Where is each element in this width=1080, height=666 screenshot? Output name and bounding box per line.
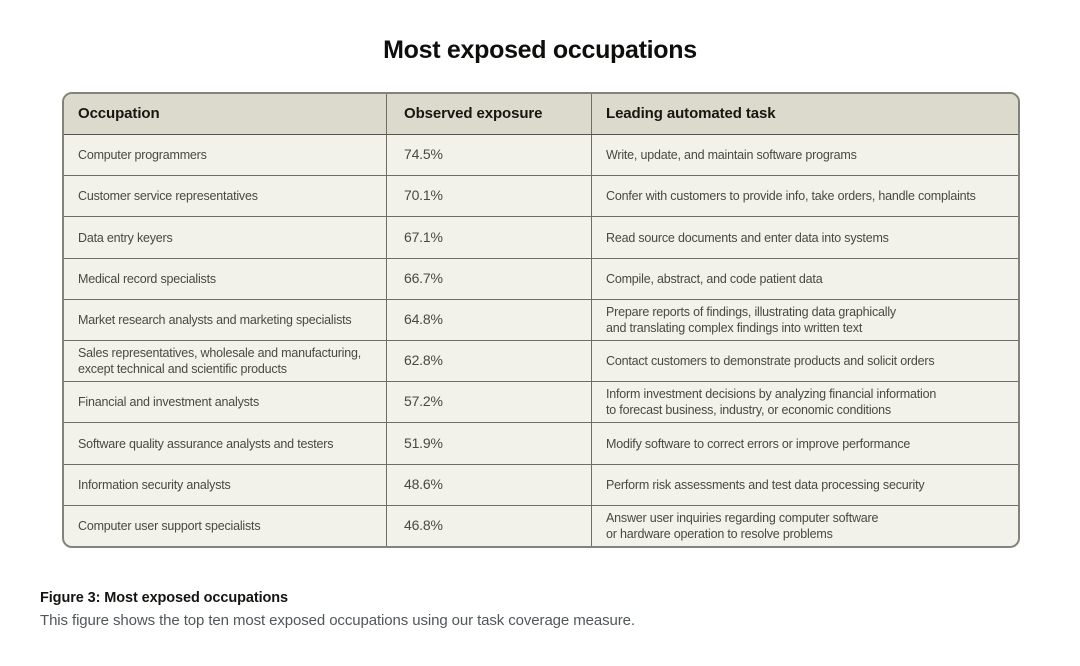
task-cell: Perform risk assessments and test data p… bbox=[606, 477, 925, 492]
table-row: Customer service representatives 70.1% C… bbox=[64, 175, 1018, 217]
exposure-cell: 64.8% bbox=[387, 299, 592, 341]
table-row: Information security analysts 48.6% Perf… bbox=[64, 463, 1018, 505]
table-row: Software quality assurance analysts and … bbox=[64, 422, 1018, 464]
task-cell: Modify software to correct errors or imp… bbox=[606, 436, 911, 451]
occupation-cell: Financial and investment analysts bbox=[64, 382, 387, 423]
figure-caption: Figure 3: Most exposed occupations This … bbox=[40, 590, 635, 629]
task-cell: Prepare reports of findings, illustratin… bbox=[606, 304, 896, 335]
occupation-cell: Computer programmers bbox=[64, 135, 387, 176]
occupation-cell: Data entry keyers bbox=[64, 217, 387, 258]
exposure-cell: 51.9% bbox=[387, 423, 592, 464]
task-cell: Confer with customers to provide info, t… bbox=[606, 189, 976, 204]
exposure-cell: 57.2% bbox=[387, 382, 592, 423]
occupation-cell: Information security analysts bbox=[64, 464, 387, 505]
table-row: Sales representatives, wholesale and man… bbox=[64, 340, 1018, 382]
exposure-cell: 74.5% bbox=[387, 135, 592, 176]
page-title: Most exposed occupations bbox=[383, 36, 697, 64]
table-row: Computer user support specialists 46.8% … bbox=[64, 504, 1018, 546]
table-row: Computer programmers 74.5% Write, update… bbox=[64, 135, 1018, 176]
table-row: Market research analysts and marketing s… bbox=[64, 298, 1018, 341]
exposure-cell: 67.1% bbox=[387, 217, 592, 258]
occupation-cell: Medical record specialists bbox=[64, 258, 387, 299]
occupation-cell: Software quality assurance analysts and … bbox=[64, 423, 387, 464]
task-cell: Contact customers to demonstrate product… bbox=[606, 354, 935, 369]
table-row: Financial and investment analysts 57.2% … bbox=[64, 381, 1018, 423]
occupation-cell: Market research analysts and marketing s… bbox=[64, 299, 387, 341]
exposure-cell: 48.6% bbox=[387, 464, 592, 505]
occupation-cell: Sales representatives, wholesale and man… bbox=[64, 341, 387, 382]
column-header-observed-exposure: Observed exposure bbox=[387, 94, 592, 134]
exposure-cell: 70.1% bbox=[387, 176, 592, 217]
occupation-cell: Computer user support specialists bbox=[64, 505, 387, 546]
exposure-cell: 46.8% bbox=[387, 505, 592, 546]
figure-caption-title: Figure 3: Most exposed occupations bbox=[40, 590, 288, 606]
task-cell: Inform investment decisions by analyzing… bbox=[606, 387, 937, 418]
task-cell: Read source documents and enter data int… bbox=[606, 230, 889, 245]
figure-caption-description: This figure shows the top ten most expos… bbox=[40, 612, 635, 629]
task-cell: Write, update, and maintain software pro… bbox=[606, 148, 857, 163]
task-cell: Compile, abstract, and code patient data bbox=[606, 271, 823, 286]
table-row: Medical record specialists 66.7% Compile… bbox=[64, 257, 1018, 299]
occupation-cell: Customer service representatives bbox=[64, 176, 387, 217]
table-header-row: Occupation Observed exposure Leading aut… bbox=[64, 94, 1018, 135]
exposure-cell: 66.7% bbox=[387, 258, 592, 299]
table-row: Data entry keyers 67.1% Read source docu… bbox=[64, 216, 1018, 258]
exposed-occupations-table: Occupation Observed exposure Leading aut… bbox=[62, 92, 1020, 548]
column-header-leading-automated-task: Leading automated task bbox=[606, 105, 776, 123]
task-cell: Answer user inquiries regarding computer… bbox=[606, 510, 879, 541]
exposure-cell: 62.8% bbox=[387, 341, 592, 382]
column-header-occupation: Occupation bbox=[64, 94, 387, 134]
